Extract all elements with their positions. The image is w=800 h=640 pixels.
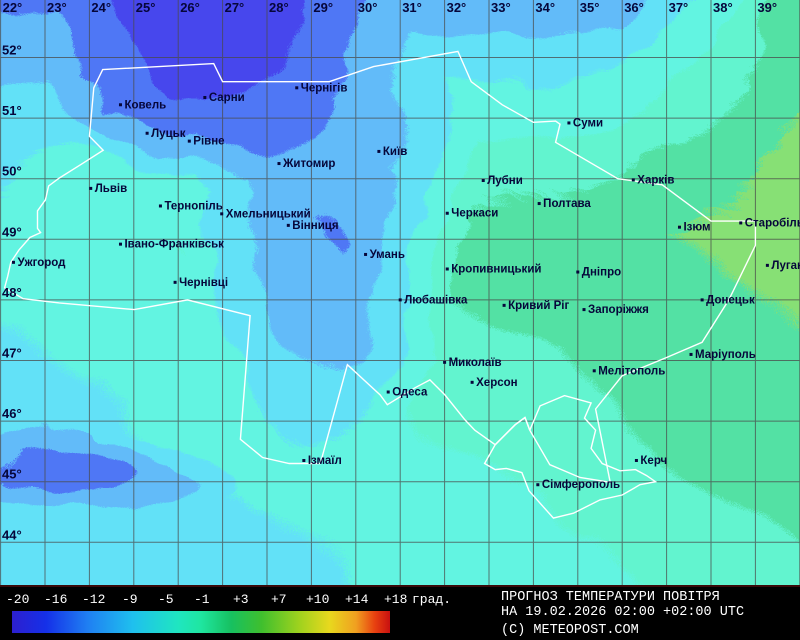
svg-text:Лубни: Лубни: [487, 175, 523, 187]
svg-text:-16: -16: [44, 592, 67, 607]
svg-text:+3: +3: [233, 592, 249, 607]
svg-text:Сарни: Сарни: [209, 92, 245, 104]
svg-text:Львів: Львів: [95, 183, 127, 195]
svg-text:Старобільськ: Старобільськ: [745, 217, 800, 229]
svg-text:Сімферополь: Сімферополь: [542, 479, 620, 491]
svg-text:27°: 27°: [225, 0, 245, 15]
svg-text:33°: 33°: [491, 0, 511, 15]
svg-text:50°: 50°: [2, 164, 22, 179]
svg-text:+10: +10: [306, 592, 329, 607]
svg-text:24°: 24°: [91, 0, 111, 15]
svg-text:Одеса: Одеса: [392, 387, 428, 399]
svg-text:-5: -5: [158, 592, 174, 607]
svg-text:47°: 47°: [2, 346, 22, 361]
svg-text:45°: 45°: [2, 467, 22, 482]
svg-text:Умань: Умань: [370, 249, 405, 261]
svg-text:Чернівці: Чернівці: [179, 277, 228, 289]
svg-text:Тернопіль: Тернопіль: [164, 200, 222, 212]
svg-text:36°: 36°: [624, 0, 644, 15]
svg-text:29°: 29°: [313, 0, 333, 15]
svg-text:26°: 26°: [180, 0, 200, 15]
svg-text:+14: +14: [345, 592, 369, 607]
svg-text:Ковель: Ковель: [124, 99, 166, 111]
svg-text:Миколаїв: Миколаїв: [449, 357, 502, 369]
svg-text:22°: 22°: [3, 0, 23, 15]
svg-text:Луцьк: Луцьк: [151, 128, 186, 140]
svg-text:44°: 44°: [2, 527, 22, 542]
svg-text:-1: -1: [194, 592, 210, 607]
svg-text:Ізмаїл: Ізмаїл: [308, 455, 342, 467]
svg-text:Полтава: Полтава: [543, 198, 591, 210]
svg-text:Ізюм: Ізюм: [683, 222, 710, 234]
svg-text:Мелітополь: Мелітополь: [598, 365, 665, 377]
svg-text:Чернігів: Чернігів: [301, 82, 348, 94]
svg-text:Кропивницький: Кропивницький: [451, 263, 541, 275]
svg-text:48°: 48°: [2, 285, 22, 300]
svg-text:Суми: Суми: [573, 117, 603, 129]
svg-text:Вінниця: Вінниця: [292, 220, 338, 232]
svg-text:Луганськ: Луганськ: [771, 260, 800, 272]
svg-text:Черкаси: Черкаси: [451, 208, 498, 220]
svg-text:34°: 34°: [535, 0, 555, 15]
svg-text:23°: 23°: [47, 0, 67, 15]
svg-text:51°: 51°: [2, 103, 22, 118]
svg-text:37°: 37°: [669, 0, 689, 15]
svg-text:Житомир: Житомир: [282, 158, 335, 170]
svg-text:52°: 52°: [2, 43, 22, 58]
svg-text:32°: 32°: [447, 0, 467, 15]
svg-text:Київ: Київ: [383, 146, 407, 158]
svg-text:Донецьк: Донецьк: [706, 294, 755, 306]
svg-text:Харків: Харків: [637, 174, 674, 186]
svg-text:Кривий Ріг: Кривий Ріг: [508, 300, 569, 312]
svg-text:31°: 31°: [402, 0, 422, 15]
svg-text:Івано-Франківськ: Івано-Франківськ: [124, 239, 224, 251]
svg-text:град.: град.: [412, 592, 451, 607]
svg-text:+18: +18: [384, 592, 407, 607]
svg-text:-12: -12: [82, 592, 105, 607]
svg-text:Ужгород: Ужгород: [17, 257, 66, 269]
svg-text:Херсон: Херсон: [476, 377, 518, 389]
svg-text:49°: 49°: [2, 224, 22, 239]
svg-text:Маріуполь: Маріуполь: [695, 349, 756, 361]
svg-text:28°: 28°: [269, 0, 289, 15]
svg-text:Запоріжжя: Запоріжжя: [588, 304, 649, 316]
svg-text:39°: 39°: [757, 0, 777, 15]
svg-text:-20: -20: [6, 592, 29, 607]
svg-text:+7: +7: [271, 592, 287, 607]
svg-text:Дніпро: Дніпро: [582, 267, 621, 279]
svg-text:Хмельницький: Хмельницький: [226, 208, 311, 220]
svg-text:Керч: Керч: [640, 455, 667, 467]
svg-text:30°: 30°: [358, 0, 378, 15]
svg-text:46°: 46°: [2, 406, 22, 421]
svg-text:-9: -9: [122, 592, 138, 607]
svg-text:35°: 35°: [580, 0, 600, 15]
svg-text:25°: 25°: [136, 0, 156, 15]
svg-text:Любашівка: Любашівка: [404, 294, 468, 306]
svg-text:38°: 38°: [713, 0, 733, 15]
svg-text:Рівне: Рівне: [193, 136, 224, 148]
